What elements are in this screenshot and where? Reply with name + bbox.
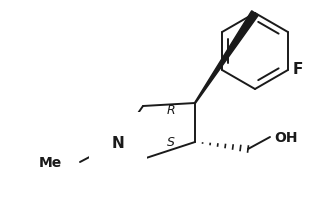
Text: F: F — [293, 61, 303, 76]
Polygon shape — [195, 12, 258, 104]
Text: R: R — [166, 103, 175, 116]
Text: S: S — [167, 136, 175, 149]
Text: OH: OH — [274, 130, 298, 144]
Text: N: N — [112, 135, 124, 150]
Text: Me: Me — [39, 155, 62, 169]
